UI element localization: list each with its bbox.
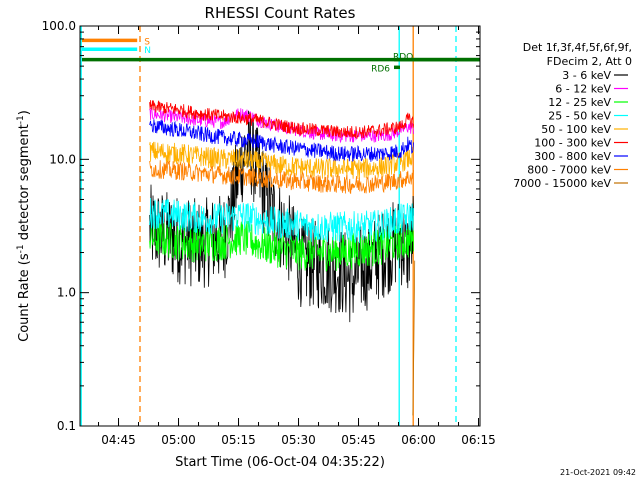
series-line	[149, 220, 414, 272]
legend-entry-label: 7000 - 15000 keV	[513, 177, 611, 190]
legend-entry-label: 100 - 300 keV	[534, 137, 611, 150]
legend-entry-label: 800 - 7000 keV	[527, 164, 611, 177]
legend-entry-label: 3 - 6 keV	[562, 69, 611, 82]
series-line	[149, 119, 414, 163]
legend-entry-label: 300 - 800 keV	[534, 150, 611, 163]
y-axis-label-part: )	[17, 110, 32, 115]
series-line	[149, 160, 414, 195]
x-tick-label: 05:00	[161, 433, 196, 447]
x-tick-label: 06:00	[401, 433, 436, 447]
y-axis-label-exponent: -1	[16, 115, 26, 124]
legend-header-line-2: FDecim 2, Att 0	[547, 55, 632, 68]
legend-entry-label: 50 - 100 keV	[541, 123, 611, 136]
status-bar-label: RDO	[393, 53, 413, 63]
series-line	[412, 260, 416, 416]
x-axis: 04:45 05:00 05:15 05:30 05:45 06:00 06:15	[98, 26, 496, 447]
status-bar-label: N	[144, 46, 151, 56]
y-tick-label: 100.0	[42, 19, 76, 33]
plot-frame	[79, 25, 481, 427]
y-axis: 0.1 1.0 10.0 100.0	[42, 19, 480, 433]
series-line	[149, 107, 414, 144]
legend-entry-label: 25 - 50 keV	[548, 110, 611, 123]
legend-header-line-1: Det 1f,3f,4f,5f,6f,9f,	[523, 41, 632, 54]
x-tick-label: 06:15	[461, 433, 496, 447]
legend: Det 1f,3f,4f,5f,6f,9f, FDecim 2, Att 0 3…	[513, 41, 632, 190]
series-line	[149, 197, 414, 244]
series-line	[149, 141, 414, 180]
legend-entry-label: 12 - 25 keV	[548, 96, 611, 109]
y-axis-label-part: detector segment	[17, 124, 32, 244]
status-bar-label: S	[144, 37, 150, 47]
x-tick-label: 05:30	[281, 433, 316, 447]
y-tick-label: 0.1	[57, 419, 76, 433]
x-tick-label: 05:45	[341, 433, 376, 447]
x-tick-label: 05:15	[221, 433, 256, 447]
chart-title: RHESSI Count Rates	[205, 4, 356, 22]
x-axis-label: Start Time (06-Oct-04 04:35:22)	[175, 455, 385, 470]
y-axis-label-exponent: -1	[16, 244, 26, 253]
y-tick-label: 10.0	[49, 152, 76, 166]
y-axis-label-part: Count Rate (s	[17, 253, 32, 342]
legend-entry-label: 6 - 12 keV	[555, 83, 611, 96]
x-tick-label: 04:45	[101, 433, 136, 447]
series-lines	[149, 100, 416, 416]
status-bar-label: RD6	[371, 64, 390, 74]
series-line	[149, 100, 414, 139]
generation-timestamp: 21-Oct-2021 09:42	[560, 468, 636, 477]
y-tick-label: 1.0	[57, 286, 76, 300]
y-axis-label: Count Rate (s-1 detector segment-1)	[16, 110, 32, 342]
